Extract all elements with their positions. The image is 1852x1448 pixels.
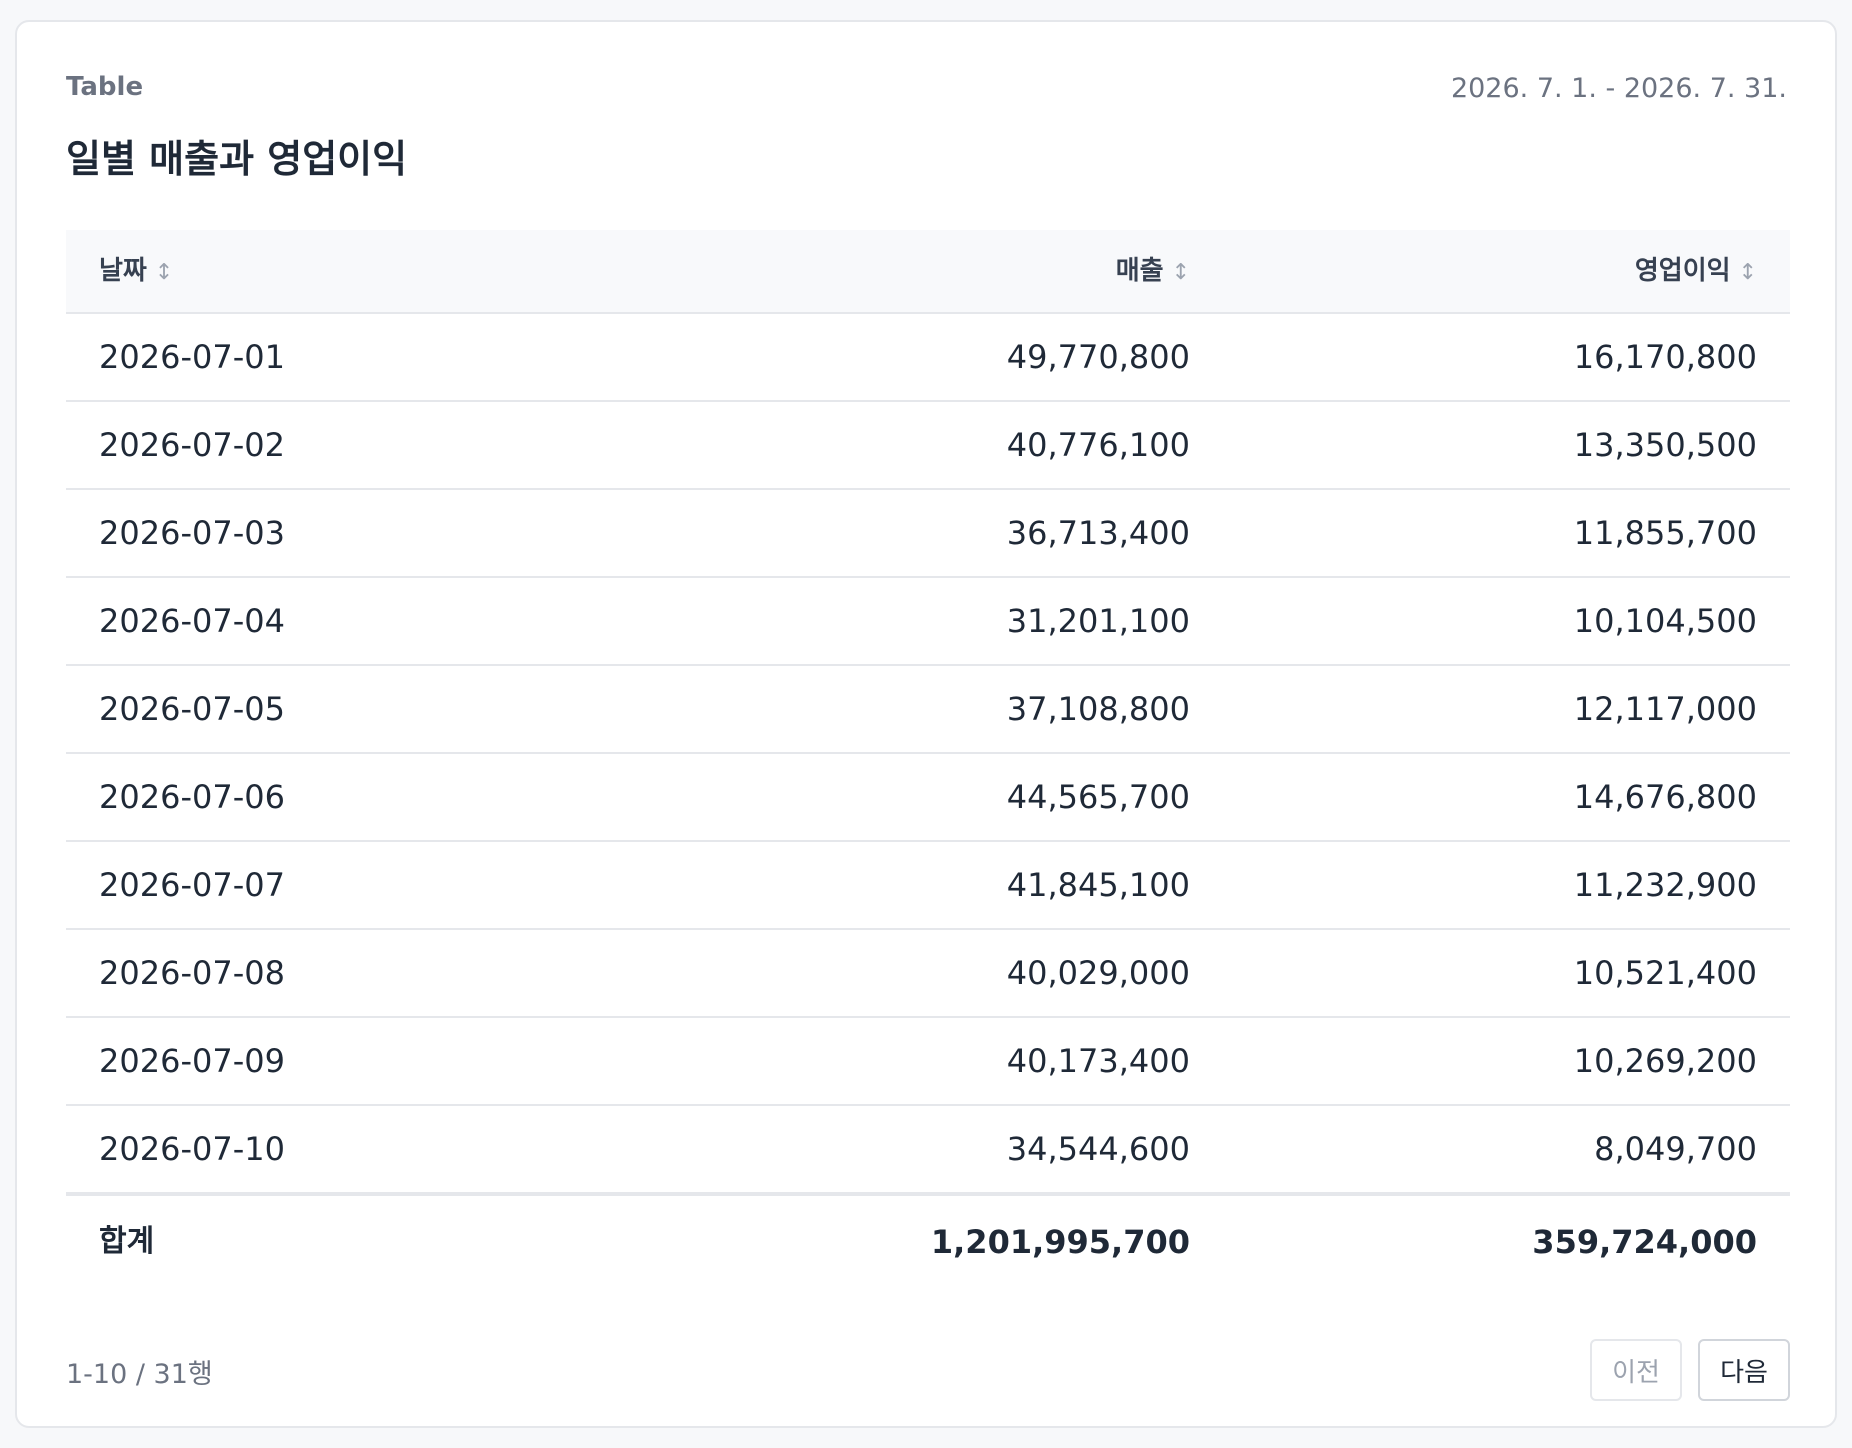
cell-revenue: 40,173,400 <box>1006 1042 1190 1080</box>
cell-revenue: 34,544,600 <box>1006 1130 1190 1168</box>
column-header-label: 영업이익 <box>1634 256 1731 286</box>
cell-date: 2026-07-05 <box>99 690 285 728</box>
cell-revenue: 40,029,000 <box>1006 954 1190 992</box>
cell-revenue: 36,713,400 <box>1006 514 1190 552</box>
next-page-button[interactable]: 다음 <box>1698 1339 1790 1401</box>
total-row: 합계 1,201,995,700 359,724,000 <box>66 1194 1790 1286</box>
table-body: 2026-07-01 49,770,800 16,170,800 2026-07-02… <box>66 314 1790 1194</box>
sort-icon: ↕ <box>1171 260 1190 285</box>
cell-date: 2026-07-06 <box>99 778 285 816</box>
cell-date: 2026-07-07 <box>99 866 285 904</box>
column-header-operating-profit[interactable]: 영업이익 ↕ <box>1635 230 1757 312</box>
table-row: 2026-07-08 40,029,000 10,521,400 <box>66 930 1790 1018</box>
page-title: 일별 매출과 영업이익 <box>66 137 408 181</box>
date-range: 2026. 7. 1. - 2026. 7. 31. <box>1450 73 1787 104</box>
cell-date: 2026-07-09 <box>99 1042 285 1080</box>
table-row: 2026-07-10 34,544,600 8,049,700 <box>66 1106 1790 1194</box>
table-header: 날짜 ↕ 매출 ↕ 영업이익 ↕ <box>66 230 1790 314</box>
cell-date: 2026-07-02 <box>99 426 285 464</box>
cell-revenue: 37,108,800 <box>1006 690 1190 728</box>
card-eyebrow: Table <box>66 72 144 102</box>
total-label: 합계 <box>99 1224 155 1259</box>
total-revenue: 1,201,995,700 <box>930 1223 1190 1261</box>
column-header-revenue[interactable]: 매출 ↕ <box>1116 230 1190 312</box>
cell-operating-profit: 13,350,500 <box>1573 426 1757 464</box>
cell-revenue: 41,845,100 <box>1006 866 1190 904</box>
cell-operating-profit: 16,170,800 <box>1573 338 1757 376</box>
cell-date: 2026-07-03 <box>99 514 285 552</box>
column-header-label: 매출 <box>1115 256 1164 286</box>
table-row: 2026-07-05 37,108,800 12,117,000 <box>66 666 1790 754</box>
cell-operating-profit: 12,117,000 <box>1573 690 1757 728</box>
table-row: 2026-07-07 41,845,100 11,232,900 <box>66 842 1790 930</box>
cell-operating-profit: 8,049,700 <box>1594 1130 1757 1168</box>
cell-revenue: 31,201,100 <box>1006 602 1190 640</box>
cell-operating-profit: 10,269,200 <box>1573 1042 1757 1080</box>
cell-operating-profit: 11,855,700 <box>1573 514 1757 552</box>
table-row: 2026-07-01 49,770,800 16,170,800 <box>66 314 1790 402</box>
cell-operating-profit: 10,104,500 <box>1573 602 1757 640</box>
table-row: 2026-07-03 36,713,400 11,855,700 <box>66 490 1790 578</box>
cell-revenue: 49,770,800 <box>1006 338 1190 376</box>
table-row: 2026-07-04 31,201,100 10,104,500 <box>66 578 1790 666</box>
table-card: Table 2026. 7. 1. - 2026. 7. 31. 일별 매출과 … <box>15 20 1837 1428</box>
cell-operating-profit: 14,676,800 <box>1573 778 1757 816</box>
table-row: 2026-07-02 40,776,100 13,350,500 <box>66 402 1790 490</box>
cell-date: 2026-07-10 <box>99 1130 285 1168</box>
cell-operating-profit: 10,521,400 <box>1573 954 1757 992</box>
table-row: 2026-07-09 40,173,400 10,269,200 <box>66 1018 1790 1106</box>
table-row: 2026-07-06 44,565,700 14,676,800 <box>66 754 1790 842</box>
cell-revenue: 40,776,100 <box>1006 426 1190 464</box>
column-header-label: 날짜 <box>99 256 147 286</box>
cell-revenue: 44,565,700 <box>1006 778 1190 816</box>
cell-date: 2026-07-04 <box>99 602 285 640</box>
data-table: 날짜 ↕ 매출 ↕ 영업이익 ↕ 2026-07-01 49,770,800 16,170… <box>66 230 1790 1286</box>
cell-date: 2026-07-01 <box>99 338 285 376</box>
column-header-date[interactable]: 날짜 ↕ <box>99 230 173 312</box>
cell-date: 2026-07-08 <box>99 954 285 992</box>
sort-icon: ↕ <box>154 260 174 285</box>
cell-operating-profit: 11,232,900 <box>1573 866 1757 904</box>
prev-page-button[interactable]: 이전 <box>1590 1339 1682 1401</box>
total-operating-profit: 359,724,000 <box>1532 1223 1757 1261</box>
row-count: 1-10 / 31행 <box>66 1359 213 1390</box>
sort-icon: ↕ <box>1738 260 1757 285</box>
